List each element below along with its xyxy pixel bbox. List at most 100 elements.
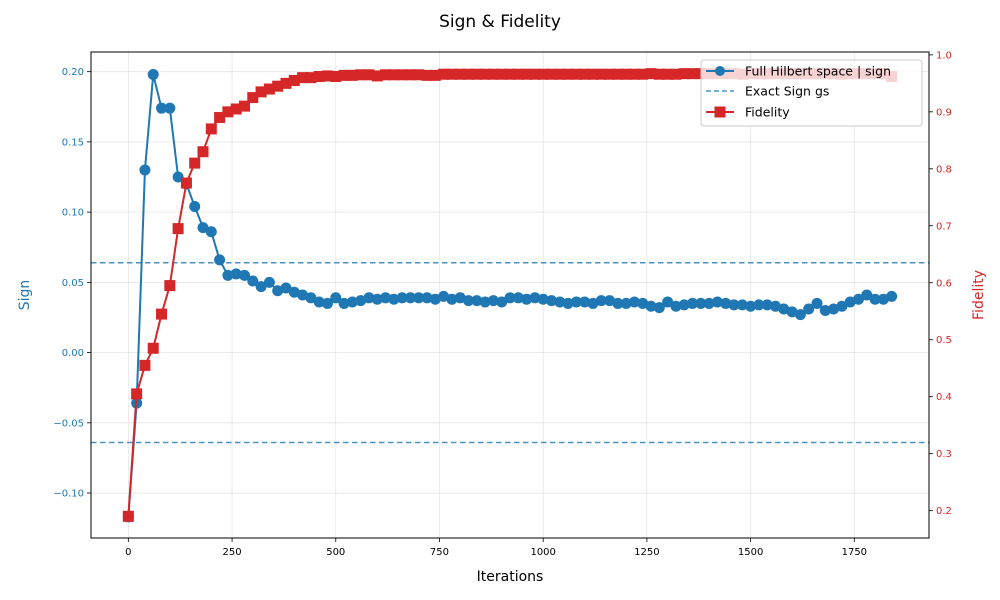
fidelity-point (454, 68, 466, 80)
sign-point (338, 297, 350, 309)
fidelity-point (529, 68, 541, 80)
sign-point (554, 296, 566, 308)
sign-point (363, 292, 375, 304)
sign-point (147, 68, 159, 80)
sign-point (745, 300, 757, 312)
fidelity-point (620, 68, 632, 80)
fidelity-point (595, 68, 607, 80)
sign-point (238, 269, 250, 281)
sign-point (230, 268, 242, 280)
x-tick-label: 1000 (530, 547, 555, 558)
sign-point (156, 102, 168, 114)
y-right-tick-label: 1.0 (936, 50, 952, 61)
fidelity-point (521, 68, 533, 80)
sign-point (396, 292, 408, 304)
fidelity-point (272, 80, 284, 92)
sign-point (454, 292, 466, 304)
fidelity-point (214, 112, 226, 124)
sign-point (852, 293, 864, 305)
y-left-tick-label: −0.10 (53, 489, 84, 500)
fidelity-point (371, 70, 383, 82)
sign-point (313, 296, 325, 308)
sign-point (545, 295, 557, 307)
fidelity-point (197, 146, 209, 158)
fidelity-point (205, 123, 217, 135)
sign-point (628, 296, 640, 308)
fidelity-point (346, 69, 358, 81)
sign-point (587, 297, 599, 309)
sign-point (579, 296, 591, 308)
sign-point (570, 296, 582, 308)
fidelity-point (164, 280, 176, 292)
sign-point (537, 293, 549, 305)
y-right-tick-label: 0.2 (936, 506, 952, 517)
sign-point (877, 293, 889, 305)
sign-point (321, 297, 333, 309)
sign-point (263, 276, 275, 288)
fidelity-point (612, 68, 624, 80)
y-right-tick-label: 0.3 (936, 449, 952, 460)
sign-point (770, 300, 782, 312)
fidelity-point (429, 69, 441, 81)
sign-point (761, 299, 773, 311)
fidelity-point (230, 103, 242, 115)
series-sign (122, 68, 898, 523)
fidelity-point (338, 69, 350, 81)
x-tick-label: 1250 (634, 547, 659, 558)
sign-point (164, 102, 176, 114)
x-tick-label: 500 (326, 547, 345, 558)
sign-point (487, 295, 499, 307)
sign-point (512, 292, 524, 304)
sign-point (595, 295, 607, 307)
sign-point (736, 299, 748, 311)
y-right-tick-label: 0.9 (936, 107, 952, 118)
fidelity-point (554, 68, 566, 80)
fidelity-point (662, 68, 674, 80)
fidelity-point (678, 68, 690, 80)
y-left-tick-label: 0.15 (62, 137, 84, 148)
y-right-tick-label: 0.5 (936, 335, 952, 346)
fidelity-point (628, 68, 640, 80)
sign-point (305, 292, 317, 304)
fidelity-point (222, 106, 234, 118)
fidelity-point (504, 68, 516, 80)
fidelity-point (255, 86, 267, 98)
sign-point (272, 285, 284, 297)
legend: Full Hilbert space | sign Exact Sign gs … (700, 59, 923, 127)
fidelity-point (313, 70, 325, 82)
fidelity-point (579, 68, 591, 80)
fidelity-point (355, 69, 367, 81)
y-left-tick-label: 0.05 (62, 278, 84, 289)
sign-point (612, 297, 624, 309)
x-tick-label: 1750 (842, 547, 867, 558)
sign-point (388, 293, 400, 305)
sign-point (471, 295, 483, 307)
sign-point (413, 292, 425, 304)
sign-point (653, 302, 665, 314)
fidelity-point (687, 68, 699, 80)
sign-point (678, 299, 690, 311)
sign-point (255, 281, 267, 293)
y-axis-left-title: Sign (17, 280, 33, 311)
plot-frame (90, 51, 930, 539)
fidelity-point (172, 223, 184, 235)
sign-point (247, 275, 259, 287)
fidelity-point (139, 359, 151, 371)
fidelity-point (280, 77, 292, 89)
fidelity-point (404, 69, 416, 81)
legend-sign-label: Full Hilbert space | sign (745, 64, 891, 79)
fidelity-point (297, 72, 309, 84)
x-axis: 0 250 500 750 1000 1250 1500 1750 (125, 538, 867, 558)
fidelity-point (363, 69, 375, 81)
y-left-tick-label: 0.20 (62, 67, 84, 78)
fidelity-point (288, 74, 300, 86)
fidelity-point (189, 157, 201, 169)
fidelity-point (156, 308, 168, 320)
y-right-tick-label: 0.7 (936, 221, 952, 232)
fidelity-point (238, 100, 250, 112)
sign-point (438, 290, 450, 302)
sign-point (670, 300, 682, 312)
fidelity-point (604, 68, 616, 80)
fidelity-point (263, 83, 275, 95)
reference-lines (91, 261, 929, 444)
